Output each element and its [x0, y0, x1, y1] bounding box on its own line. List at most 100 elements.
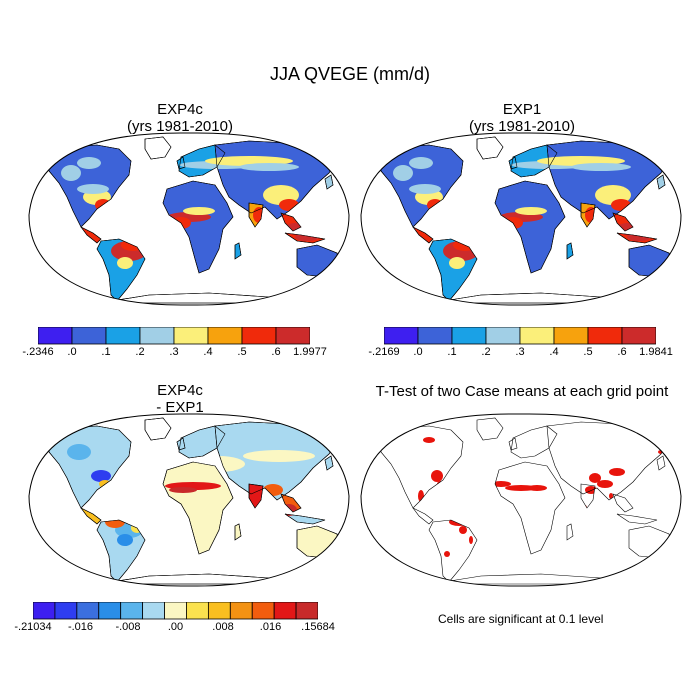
colorbar-exp4c: [37, 326, 311, 345]
land-nz: [670, 276, 678, 290]
panel-title-exp1: EXP1 (yrs 1981-2010): [412, 101, 632, 135]
field-blob: [449, 257, 465, 269]
field-blob: [117, 257, 133, 269]
coastline-asia: [546, 421, 672, 501]
colorbar-label: .0: [67, 346, 77, 358]
coastline-madagascar: [566, 523, 574, 541]
colorbar-label: .2: [135, 346, 145, 358]
colorbar-label: .15684: [301, 621, 335, 633]
colorbar-swatch: [229, 601, 253, 620]
colorbar-label: .1: [447, 346, 457, 358]
colorbar-label: .2: [481, 346, 491, 358]
coastline-africa: [494, 461, 566, 555]
panel-title-line2: (yrs 1981-2010): [469, 118, 575, 135]
land-japan: [324, 174, 334, 190]
field-blob: [515, 207, 547, 215]
colorbar-swatch: [207, 601, 231, 620]
colorbar-label: .5: [237, 346, 247, 358]
colorbar-exp1: [383, 326, 657, 345]
significant-cell: [431, 470, 443, 482]
colorbar-label: .016: [259, 621, 282, 633]
colorbar-swatch: [54, 601, 78, 620]
colorbar-swatch: [295, 601, 319, 620]
colorbar-swatch: [519, 326, 555, 345]
field-blob: [77, 157, 101, 169]
field-blob: [409, 184, 441, 194]
map-exp1: [360, 132, 682, 306]
colorbar-label: .5: [583, 346, 593, 358]
coastline-seAsia: [612, 493, 634, 513]
colorbar-swatch: [76, 601, 100, 620]
land-centralAm: [80, 507, 102, 525]
colorbar-label: -.21034: [14, 621, 52, 633]
land-nz: [338, 276, 346, 290]
coastline-uk: [508, 437, 518, 451]
field-blob: [571, 163, 631, 171]
colorbar-swatch: [383, 326, 419, 345]
field-blob: [67, 444, 91, 460]
land-africa: [162, 461, 234, 555]
colorbar-swatch: [251, 601, 275, 620]
colorbar-label: -.2346: [22, 346, 54, 358]
colorbar-swatch: [173, 326, 209, 345]
field-blob: [409, 157, 433, 169]
colorbar-exp1-labels: -.2169 .0 .1 .2 .3 .4 .5 .6 1.9841: [368, 346, 684, 362]
panel-title-exp4c: EXP4c (yrs 1981-2010): [70, 101, 290, 135]
colorbar-swatch: [207, 326, 243, 345]
field-blob: [243, 450, 315, 462]
land-asia: [214, 140, 340, 220]
colorbar-swatch: [485, 326, 521, 345]
field-blob: [105, 516, 125, 528]
land-japan: [324, 455, 334, 471]
panel-title-line2: (yrs 1981-2010): [127, 118, 233, 135]
land-northAmerica: [48, 425, 132, 509]
panel-title-line1: EXP4c: [157, 101, 203, 118]
colorbar-swatch: [273, 601, 297, 620]
colorbar-label: .3: [169, 346, 179, 358]
colorbar-label: -.016: [67, 621, 94, 633]
colorbar-swatch: [164, 601, 187, 620]
significant-cell: [449, 518, 469, 526]
panel-title-ttest: T-Test of two Case means at each grid po…: [352, 383, 692, 400]
colorbar-swatch: [241, 326, 277, 345]
coastline-nz: [670, 557, 678, 571]
land-africa: [494, 180, 566, 274]
field-blob: [117, 534, 133, 546]
land-asia: [546, 140, 672, 220]
panel-title-diff: EXP4c - EXP1: [70, 382, 290, 416]
colorbar-swatch: [98, 601, 122, 620]
coastline-northAmerica: [380, 425, 464, 509]
field-blob: [169, 487, 197, 493]
significant-cell: [609, 493, 613, 499]
colorbar-swatch: [142, 601, 165, 620]
colorbar-diff: [32, 601, 319, 620]
land-centralAm: [80, 226, 102, 244]
colorbar-label: 1.9977: [293, 346, 327, 358]
colorbar-exp4c-labels: -.2346 .0 .1 .2 .3 .4 .5 .6 1.9977: [22, 346, 338, 362]
colorbar-label: .00: [167, 621, 184, 633]
colorbar-swatch: [37, 326, 73, 345]
map-frame: [28, 413, 350, 587]
land-centralAm: [412, 226, 434, 244]
colorbar-swatch: [587, 326, 623, 345]
coastline-indonesia: [616, 513, 658, 525]
colorbar-label: 1.9841: [639, 346, 673, 358]
colorbar-label: .0: [413, 346, 423, 358]
panel-title-line1: EXP1: [502, 101, 542, 118]
panel-title-line2: - EXP1: [156, 399, 204, 416]
significant-cell: [527, 485, 547, 491]
figure-title: JJA QVEGE (mm/d): [269, 64, 431, 84]
land-nz: [338, 557, 346, 571]
significant-cell: [585, 486, 597, 494]
coastline-japan: [656, 455, 666, 471]
colorbar-label: .1: [101, 346, 111, 358]
colorbar-swatch: [451, 326, 487, 345]
coastline-europe: [510, 425, 558, 459]
colorbar-swatch: [71, 326, 107, 345]
significant-cell: [469, 536, 473, 544]
significance-note: Cells are significant at 0.1 level: [438, 612, 604, 626]
colorbar-label: -.008: [115, 621, 141, 633]
coastline-southAmerica: [428, 519, 478, 583]
field-blob: [91, 470, 111, 482]
